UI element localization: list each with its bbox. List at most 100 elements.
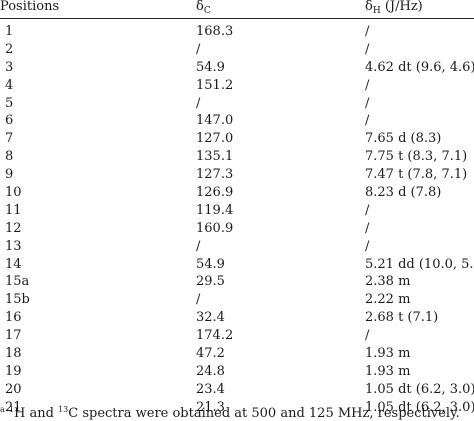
table-header: Positions δC δH (J/Hz) <box>0 0 474 16</box>
delta-c-cell: 135.1 <box>196 149 234 165</box>
position-cell: 5 <box>5 95 14 111</box>
delta-c-cell: 160.9 <box>196 220 234 236</box>
delta-c-cell: 23.4 <box>196 381 225 397</box>
header-rule <box>0 18 474 19</box>
delta-h-cell: 2.68 t (7.1) <box>365 310 439 326</box>
delta-c-cell: / <box>196 238 201 254</box>
position-cell: 7 <box>5 131 14 147</box>
delta-c-cell: 151.2 <box>196 77 234 93</box>
position-cell: 13 <box>5 238 22 254</box>
position-cell: 20 <box>5 381 22 397</box>
table-row: 7 127.0 7.65 d (8.3) <box>0 131 474 149</box>
table-row: 16 32.4 2.68 t (7.1) <box>0 310 474 328</box>
delta-c-subscript: C <box>203 6 211 16</box>
header-delta-h: δH (J/Hz) <box>365 0 423 16</box>
table-row: 12 160.9 / <box>0 221 474 239</box>
delta-h-unit: (J/Hz) <box>380 0 423 14</box>
position-cell: 4 <box>5 77 14 93</box>
position-cell: 2 <box>5 41 14 57</box>
position-cell: 21 <box>5 399 22 415</box>
table-row: 20 23.4 1.05 dt (6.2, 3.0) <box>0 382 474 400</box>
delta-h-cell: 1.05 dt (6.2, 3.0) <box>365 381 474 397</box>
delta-c-cell: / <box>196 41 201 57</box>
delta-c-cell: / <box>196 292 201 308</box>
table-row: 5 / / <box>0 96 474 114</box>
position-cell: 19 <box>5 363 22 379</box>
table-row: 15a 29.5 2.38 m <box>0 274 474 292</box>
footnote-h-superscript: 1 <box>8 405 15 414</box>
position-cell: 1 <box>5 24 14 39</box>
footnote-c-text: C spectra were obtained at 500 and 125 M… <box>68 406 460 421</box>
table-row: 19 24.8 1.93 m <box>0 364 474 382</box>
delta-h-cell: / <box>365 24 370 39</box>
table-row: 9 127.3 7.47 t (7.8, 7.1) <box>0 167 474 185</box>
table-row: 17 174.2 / <box>0 328 474 346</box>
position-cell: 11 <box>5 202 22 218</box>
table-row: 18 47.2 1.93 m <box>0 346 474 364</box>
position-cell: 15b <box>5 292 30 308</box>
delta-h-subscript: H <box>372 6 381 16</box>
delta-c-cell: 54.9 <box>196 59 225 75</box>
position-cell: 14 <box>5 256 22 272</box>
table-row: 4 151.2 / <box>0 78 474 96</box>
footnote-c-superscript: 13 <box>58 405 69 414</box>
table-row: 11 119.4 / <box>0 203 474 221</box>
delta-c-cell: 54.9 <box>196 256 225 272</box>
table-row: 1 168.3 / <box>0 24 474 42</box>
delta-h-cell: / <box>365 113 370 129</box>
table-footnote: a 1H and 13C spectra were obtained at 50… <box>0 405 460 421</box>
delta-h-cell: 1.93 m <box>365 363 411 379</box>
delta-h-cell: 7.47 t (7.8, 7.1) <box>365 167 468 183</box>
delta-c-cell: 174.2 <box>196 328 234 344</box>
table-row: 8 135.1 7.75 t (8.3, 7.1) <box>0 149 474 167</box>
delta-c-cell: 147.0 <box>196 113 234 129</box>
delta-c-cell: 21.3 <box>196 399 225 415</box>
position-cell: 9 <box>5 167 14 183</box>
delta-h-cell: 8.23 d (7.8) <box>365 185 442 201</box>
delta-c-cell: 127.0 <box>196 131 234 147</box>
delta-c-cell: 47.2 <box>196 346 225 362</box>
delta-h-cell: 2.38 m <box>365 274 411 290</box>
position-cell: 12 <box>5 220 22 236</box>
position-cell: 16 <box>5 310 22 326</box>
delta-c-cell: 127.3 <box>196 167 234 183</box>
header-delta-c: δC <box>196 0 211 16</box>
table-body: 1 168.3 / 2 / / 3 54.9 4.62 dt (9.6, 4.6) 4 151.2 /… <box>0 24 474 418</box>
delta-c-cell: 126.9 <box>196 185 234 201</box>
delta-c-cell: 119.4 <box>196 202 234 218</box>
table-row: 21 21.3 1.05 dt (6.2, 3.0) <box>0 400 474 418</box>
position-cell: 3 <box>5 59 14 75</box>
footnote-h-text: H and <box>14 406 59 421</box>
delta-h-cell: 5.21 dd (10.0, 5.4) <box>365 256 474 272</box>
table-row: 14 54.9 5.21 dd (10.0, 5.4) <box>0 257 474 275</box>
position-cell: 10 <box>5 185 22 201</box>
position-cell: 15a <box>5 274 30 290</box>
delta-c-cell: 168.3 <box>196 24 234 39</box>
delta-h-cell: / <box>365 238 370 254</box>
delta-c-symbol: δ <box>196 0 204 14</box>
delta-h-cell: 7.65 d (8.3) <box>365 131 442 147</box>
delta-h-cell: / <box>365 328 370 344</box>
table-row: 2 / / <box>0 42 474 60</box>
delta-h-cell: / <box>365 220 370 236</box>
delta-c-cell: 24.8 <box>196 363 225 379</box>
delta-h-cell: / <box>365 95 370 111</box>
table-row: 6 147.0 / <box>0 113 474 131</box>
delta-h-cell: 1.93 m <box>365 346 411 362</box>
table-row: 3 54.9 4.62 dt (9.6, 4.6) <box>0 60 474 78</box>
delta-h-symbol: δ <box>365 0 373 14</box>
footnote-mark: a <box>0 405 5 414</box>
delta-h-cell: 7.75 t (8.3, 7.1) <box>365 149 468 165</box>
table-row: 10 126.9 8.23 d (7.8) <box>0 185 474 203</box>
delta-h-cell: / <box>365 202 370 218</box>
delta-h-cell: 2.22 m <box>365 292 411 308</box>
position-cell: 17 <box>5 328 22 344</box>
header-positions: Positions <box>0 0 60 14</box>
table-row: 15b / 2.22 m <box>0 292 474 310</box>
delta-c-cell: 32.4 <box>196 310 225 326</box>
delta-h-cell: 1.05 dt (6.2, 3.0) <box>365 399 474 415</box>
position-cell: 6 <box>5 113 14 129</box>
delta-h-cell: / <box>365 41 370 57</box>
delta-h-cell: / <box>365 77 370 93</box>
delta-h-cell: 4.62 dt (9.6, 4.6) <box>365 59 474 75</box>
